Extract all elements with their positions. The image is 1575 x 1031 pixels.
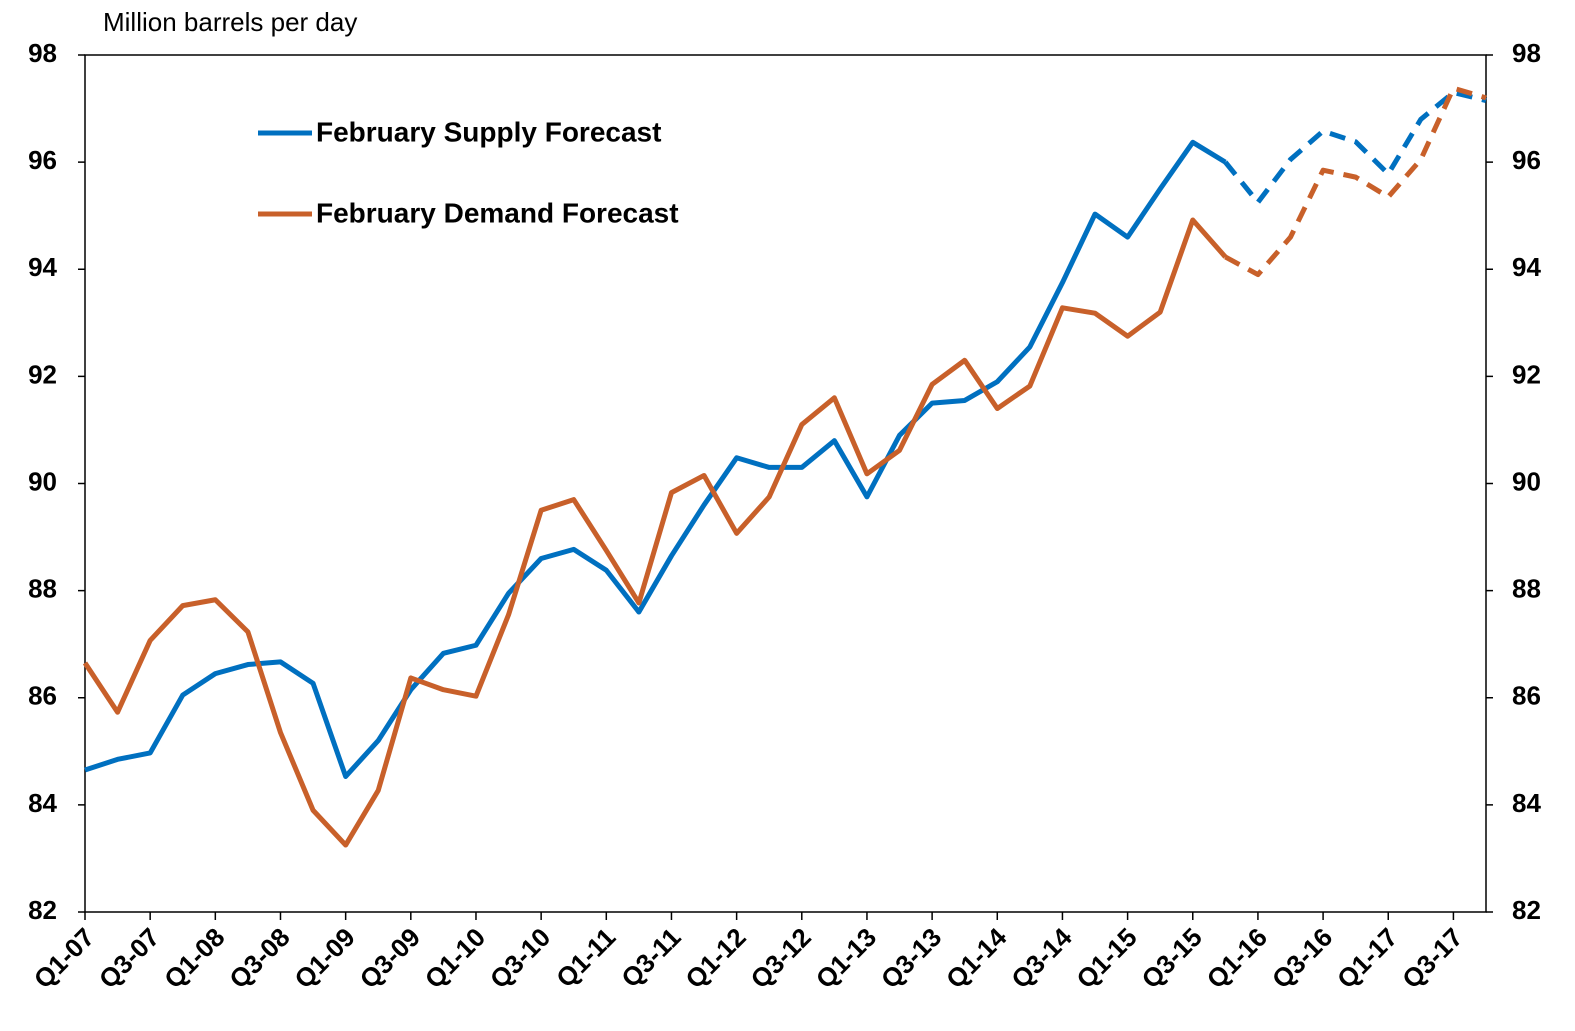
x-tick-label: Q3-15 [1136,922,1208,994]
y2-tick-label: 84 [1512,788,1541,818]
y2-tick-label: 82 [1512,895,1541,925]
x-tick-label: Q3-09 [354,922,426,994]
y2-tick-label: 96 [1512,145,1541,175]
legend-label: February Supply Forecast [316,116,661,147]
plot-frame [84,54,1487,913]
y2-tick-label: 86 [1512,681,1541,711]
x-tick-label: Q1-17 [1331,922,1403,994]
x-tick-label: Q1-10 [419,922,491,994]
y2-tick-label: 92 [1512,359,1541,389]
x-tick-label: Q3-14 [1005,922,1078,995]
x-tick-label: Q1-07 [28,922,100,994]
x-tick-label: Q1-08 [158,922,230,994]
y-tick-label: 84 [28,788,57,818]
y-tick-label: 92 [28,359,57,389]
x-tick-label: Q3-13 [875,922,947,994]
y2-tick-label: 90 [1512,466,1541,496]
x-tick-label: Q3-08 [223,922,295,994]
y-tick-label: 98 [28,38,57,68]
x-tick-label: Q3-07 [93,922,165,994]
y-tick-label: 96 [28,145,57,175]
y2-tick-label: 94 [1512,252,1541,282]
x-tick-label: Q1-09 [288,922,360,994]
series-line-forecast [1223,89,1487,205]
series-line-forecast [1224,85,1487,278]
x-tick-label: Q3-10 [484,922,556,994]
x-tick-label: Q1-13 [810,922,882,994]
series-line [84,139,1227,779]
x-tick-label: Q1-14 [940,922,1013,995]
series-line [82,217,1228,848]
x-tick-label: Q1-12 [679,922,751,994]
x-tick-label: Q1-15 [1070,922,1142,994]
y-tick-label: 88 [28,574,57,604]
y2-tick-label: 88 [1512,574,1541,604]
x-tick-label: Q3-17 [1396,922,1468,994]
x-tick-label: Q1-11 [550,922,621,993]
x-tick-label: Q3-12 [745,922,817,994]
y-tick-label: 90 [28,466,57,496]
legend-label: February Demand Forecast [316,197,679,228]
y-tick-label: 82 [28,895,57,925]
x-tick-label: Q1-16 [1201,922,1273,994]
y-tick-label: 86 [28,681,57,711]
x-tick-label: Q3-11 [615,922,686,993]
x-tick-label: Q3-16 [1266,922,1338,994]
y2-tick-label: 98 [1512,38,1541,68]
y-axis-title: Million barrels per day [103,7,357,37]
y-tick-label: 94 [28,252,57,282]
